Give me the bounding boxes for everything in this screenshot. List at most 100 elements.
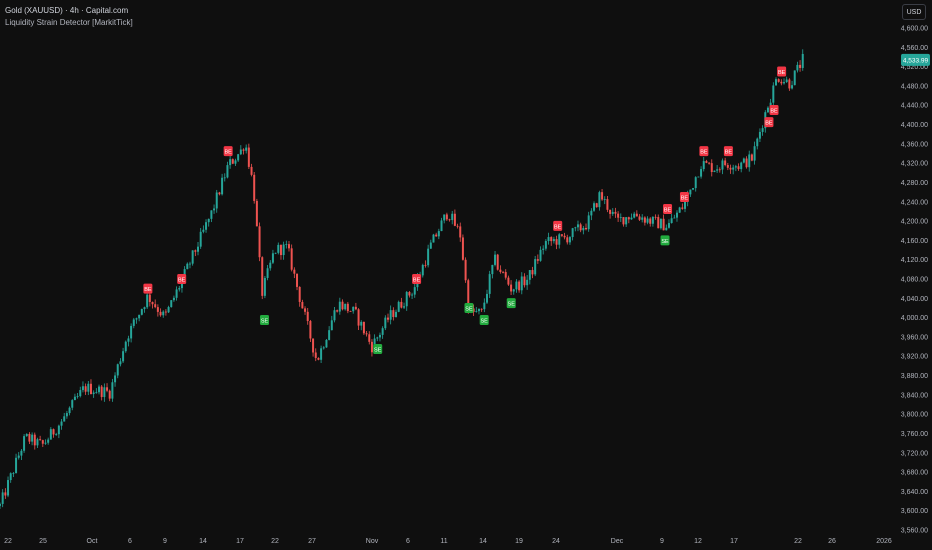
candle-body [293,269,296,274]
time-axis[interactable]: 22 25 Oct 6 9 14 17 22 27 Nov 6 11 14 19 24 Dec 9 12 17 22 2… [4,538,892,545]
candle-body [734,166,737,168]
candle-body [186,263,189,270]
candle-body [39,439,42,441]
candle-body [15,457,18,474]
candle-body [7,480,10,496]
se-signal-marker[interactable]: SE [373,343,383,354]
be-signal-marker[interactable]: BE [223,146,233,157]
candle-body [279,244,282,256]
se-signal-marker[interactable]: SE [660,235,670,246]
candle-body [475,311,478,312]
candle-body [79,390,82,397]
candle-body [614,211,617,214]
candle-body [523,276,526,286]
candle-body [60,421,63,426]
candle-body [694,177,697,189]
candle-body [12,473,15,474]
candle-body [716,169,719,171]
candle-body [365,333,368,335]
candle-body [202,229,205,232]
currency-button[interactable]: USD [902,4,926,20]
marker-label: BE [770,109,778,115]
candle-body [539,249,542,261]
candle-body [250,166,253,175]
be-signal-marker[interactable]: BE [769,105,779,116]
se-signal-marker[interactable]: SE [464,302,474,313]
candle-body [28,433,31,442]
symbol-title[interactable]: Gold (XAUUSD) · 4h · Capital.com [5,6,129,15]
candle-body [138,314,141,319]
last-price-tag: 4,533.99 [901,53,930,66]
be-signal-marker[interactable]: BE [679,191,689,202]
marker-label: BE [700,150,708,156]
candle-body [253,174,256,201]
se-signal-marker[interactable]: SE [479,315,489,326]
candle-body [558,234,561,245]
candle-body [718,169,721,171]
candle-body [451,213,454,221]
be-signal-marker[interactable]: BE [699,146,709,157]
candle-body [9,473,12,481]
candle-body [649,218,652,224]
se-signal-marker[interactable]: SE [506,298,516,309]
candle-body [296,273,299,287]
candle-body [314,352,317,358]
candle-body [309,321,312,339]
marker-label: BE [224,150,232,156]
candle-body [619,217,622,218]
candle-body [205,222,208,230]
candle-body [341,301,344,310]
se-signal-marker[interactable]: SE [259,315,269,326]
candle-body [494,254,497,265]
time-tick-label: Nov [366,538,379,545]
candle-body [579,224,582,231]
marker-label: BE [681,195,689,201]
be-signal-marker[interactable]: BE [764,117,774,128]
candle-body [378,334,381,338]
candle-body [111,382,114,399]
candle-body [132,319,135,326]
candle-body [41,440,44,444]
candle-body [742,158,745,163]
be-signal-marker[interactable]: BE [777,66,787,77]
price-axis[interactable]: 4,600.00 4,560.00 4,520.00 4,480.00 4,440.00… [901,26,928,535]
be-signal-marker[interactable]: BE [412,274,422,284]
be-signal-marker[interactable]: BE [723,146,733,157]
be-signal-marker[interactable]: BE [177,274,187,284]
time-tick-label: 14 [199,538,207,545]
candle-body [65,413,68,417]
marker-label: BE [178,278,186,284]
candle-body [33,434,36,446]
be-signal-marker[interactable]: BE [553,220,563,231]
candle-body [370,341,373,353]
candle-body [167,307,170,313]
candle-body [325,339,328,348]
candle-body [542,248,545,250]
candle-body [534,259,537,275]
candle-body [552,239,555,242]
candle-body [349,311,352,312]
candle-body [124,341,127,352]
candle-body [140,309,143,315]
candle-body [654,216,657,218]
candle-body [753,146,756,161]
candle-body [536,259,539,261]
candle-body [263,277,266,296]
be-signal-marker[interactable]: BE [143,283,153,294]
candle-body [708,162,711,164]
time-tick-label: 22 [4,538,12,545]
be-signal-marker[interactable]: BE [663,204,673,215]
candle-body [670,218,673,224]
candle-body [461,237,464,260]
marker-label: SE [481,319,489,325]
candle-body [793,70,796,86]
candle-body [362,321,365,334]
marker-label: BE [664,208,672,214]
candle-body [726,165,729,168]
candle-body [582,227,585,231]
marker-label: BE [554,224,562,230]
candle-body [432,234,435,243]
indicator-title[interactable]: Liquidity Strain Detector [MarkitTick] [5,18,133,27]
price-tick-label: 4,440.00 [901,103,928,110]
